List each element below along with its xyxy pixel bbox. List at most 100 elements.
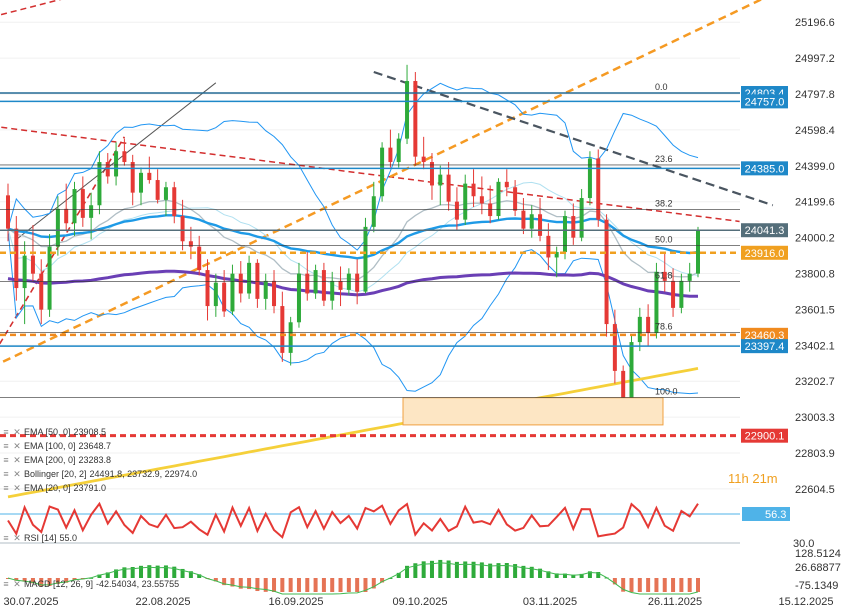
settings-icon[interactable]: ≡ (3, 455, 9, 465)
macd-bar (222, 578, 227, 586)
candle-body (454, 201, 459, 220)
close-icon[interactable]: ✕ (13, 468, 21, 479)
indicator-legend-ema50[interactable]: ≡ ✕ EMA [50, 0] 23908.5 (2, 425, 106, 439)
macd-bar (263, 578, 268, 592)
macd-bar (47, 578, 52, 586)
candle-body (612, 324, 617, 371)
macd-bar (429, 560, 434, 578)
indicator-legend-rsi[interactable]: ≡ ✕ RSI [14] 55.0 (2, 531, 77, 545)
date-tick-label: 09.10.2025 (392, 596, 447, 608)
rsi-level-label: 56.3 (765, 509, 786, 521)
orange-trendline (0, 0, 763, 365)
settings-icon[interactable]: ≡ (3, 469, 9, 479)
close-icon[interactable]: ✕ (13, 532, 21, 543)
candle-body (55, 208, 60, 247)
macd-bar (363, 578, 368, 592)
candle-body (272, 280, 277, 307)
settings-icon[interactable]: ≡ (3, 533, 9, 543)
settings-icon[interactable]: ≡ (3, 441, 9, 451)
macd-bar (22, 578, 27, 582)
macd-bar (504, 563, 509, 578)
indicator-legend-macd[interactable]: ≡ ✕ MACD [12, 26, 9] -42.54034, 23.55755 (2, 577, 179, 591)
candle-body (471, 183, 476, 197)
close-icon[interactable]: ✕ (13, 426, 21, 437)
macd-bar (654, 578, 659, 592)
macd-bar (571, 574, 576, 578)
date-tick-label: 22.08.2025 (135, 596, 190, 608)
candle-body (89, 205, 94, 218)
indicator-legend-bollinger[interactable]: ≡ ✕ Bollinger [20, 2] 24491.8, 23732.9, … (2, 467, 197, 481)
fib-label: 61.8 (655, 270, 673, 280)
macd-bar (64, 578, 69, 583)
macd-axis-label: 26.68877 (795, 562, 841, 574)
indicator-label: Bollinger [20, 2] (24, 469, 87, 479)
close-icon[interactable]: ✕ (13, 454, 21, 465)
macd-bar (72, 578, 77, 581)
candle-body (188, 241, 193, 247)
indicator-label: EMA [200, 0] (24, 455, 76, 465)
macd-bar (55, 578, 60, 584)
macd-bar (496, 563, 501, 578)
macd-bar (30, 578, 35, 584)
candle-body (413, 81, 418, 157)
candle-body (637, 316, 642, 343)
candle-body (247, 262, 252, 294)
settings-icon[interactable]: ≡ (3, 427, 9, 437)
bollinger-upper (7, 82, 699, 251)
candle-body (496, 181, 501, 217)
candle-body (513, 187, 518, 211)
indicator-value: -42.54034, 23.55755 (96, 579, 180, 589)
macd-bar (147, 565, 152, 578)
candle-body (429, 162, 434, 186)
macd-bar (97, 574, 102, 578)
candle-body (554, 252, 559, 258)
candle-body (687, 273, 692, 281)
candle-body (338, 280, 343, 290)
close-icon[interactable]: ✕ (13, 482, 21, 493)
close-icon[interactable]: ✕ (13, 440, 21, 451)
macd-bar (529, 566, 534, 578)
price-tag-label: 23460.3 (745, 330, 785, 342)
price-tag (741, 327, 788, 342)
indicator-legend-ema100[interactable]: ≡ ✕ EMA [100, 0] 23648.7 (2, 439, 111, 453)
fib-label: 23.6 (655, 154, 673, 164)
price-tag-label: 24041.3 (745, 225, 785, 237)
settings-icon[interactable]: ≡ (3, 483, 9, 493)
price-tick-label: 22803.9 (795, 448, 835, 460)
candle-body (197, 246, 202, 271)
macd-axis-label: -75.1349 (795, 580, 838, 592)
macd-bar (396, 572, 401, 578)
candle-body (230, 273, 235, 312)
close-icon[interactable]: ✕ (13, 578, 21, 589)
indicator-label: RSI [14] (24, 533, 57, 543)
macd-bar (679, 578, 684, 592)
indicator-label: EMA [100, 0] (24, 441, 76, 451)
macd-bar (421, 561, 426, 578)
macd-bar (346, 578, 351, 592)
price-tick-label: 23800.8 (795, 269, 835, 281)
candle-body (562, 216, 567, 253)
candle-body (6, 195, 10, 229)
indicator-legend-ema200[interactable]: ≡ ✕ EMA [200, 0] 23283.8 (2, 453, 111, 467)
macd-bar (621, 578, 626, 592)
fib-label: 78.6 (655, 322, 673, 332)
red-trendline-top (0, 0, 62, 16)
candle-body (371, 196, 376, 227)
macd-bar (305, 578, 310, 592)
macd-bar (238, 578, 243, 589)
candle-body (313, 270, 318, 294)
macd-bar (89, 577, 94, 579)
macd-bar (313, 578, 318, 592)
price-tick-label: 23003.3 (795, 412, 835, 424)
macd-bar (562, 573, 567, 578)
red-trendline-resistance (0, 126, 740, 223)
macd-bar (629, 578, 634, 592)
macd-bar (296, 578, 301, 592)
candle-body (571, 216, 576, 238)
candle-body (288, 322, 293, 353)
price-tag (741, 428, 788, 443)
settings-icon[interactable]: ≡ (3, 579, 9, 589)
candle-body (163, 187, 168, 200)
indicator-legend-ema20[interactable]: ≡ ✕ EMA [20, 0] 23791.0 (2, 481, 106, 495)
